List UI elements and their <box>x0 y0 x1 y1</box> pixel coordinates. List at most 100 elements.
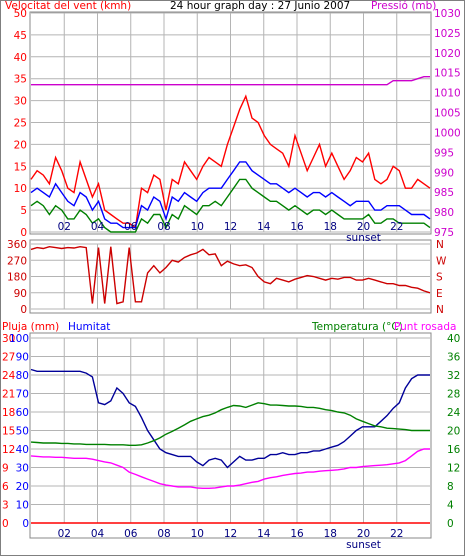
y-tick-label-pressure: 985 <box>434 187 454 199</box>
y-tick-label-wind: 0 <box>20 227 27 239</box>
y-tick-label-degrees: 360 <box>7 239 27 251</box>
y-tick-label-wind: 10 <box>14 183 27 195</box>
rain-header: Pluja (mm) <box>2 321 59 333</box>
series-line-temperatura-c- <box>30 402 430 446</box>
y-tick-label-pressure: 1015 <box>434 68 461 80</box>
x-tick-label: 16 <box>290 221 304 233</box>
x-tick-label: 02 <box>58 528 71 540</box>
x-tick-label: 12 <box>224 221 237 233</box>
y-tick-label-rain: 9 <box>2 463 9 475</box>
y-tick-label-rain: 0 <box>2 518 9 530</box>
y-tick-label-rain: 12 <box>2 444 15 456</box>
y-tick-label-temperature: 24 <box>447 407 461 419</box>
y-tick-label-temperature: 0 <box>447 518 454 530</box>
y-tick-label-wind: 25 <box>14 118 27 130</box>
series-line-min <box>30 178 431 233</box>
y-tick-label-compass: W <box>436 255 447 267</box>
y-tick-label-temperature: 36 <box>447 352 461 364</box>
y-tick-label-humidity: 40 <box>16 444 29 456</box>
temp-grid <box>31 337 430 524</box>
x-tick-label: 20 <box>357 528 370 540</box>
y-tick-label-pressure: 995 <box>434 147 454 159</box>
x-tick-label: 18 <box>324 528 337 540</box>
temp-series <box>30 368 430 524</box>
y-tick-label-wind: 35 <box>14 74 27 86</box>
y-tick-label-humidity: 0 <box>22 518 29 530</box>
y-tick-label-pressure: 975 <box>434 227 454 239</box>
series-line-gust <box>30 94 431 229</box>
y-tick-label-humidity: 90 <box>16 352 29 364</box>
x-tick-label: 22 <box>390 221 403 233</box>
y-tick-label-humidity: 10 <box>16 500 29 512</box>
y-tick-label-compass: E <box>436 288 443 300</box>
y-tick-label-compass: S <box>436 272 443 284</box>
x-tick-label: 10 <box>191 221 204 233</box>
temperature-header: Temperatura (°C) <box>311 321 403 333</box>
y-tick-label-degrees: 270 <box>7 255 27 267</box>
x-tick-label: 16 <box>290 528 304 540</box>
date-header: 24 hour graph day : 27 Junio 2007 <box>170 0 350 12</box>
y-tick-label-pressure: 1025 <box>434 28 461 40</box>
y-tick-label-degrees: 180 <box>7 272 27 284</box>
y-tick-label-pressure: 980 <box>434 207 454 219</box>
series-line-humitat <box>30 368 430 469</box>
y-tick-label-wind: 45 <box>14 30 27 42</box>
x-tick-label: 04 <box>91 528 105 540</box>
y-tick-label-temperature: 16 <box>447 444 461 456</box>
y-tick-label-temperature: 20 <box>447 426 460 438</box>
sunset-label: sunset <box>346 539 381 551</box>
y-tick-label-wind: 20 <box>14 139 27 151</box>
y-tick-label-temperature: 28 <box>447 389 460 401</box>
series-line-average <box>30 161 431 229</box>
wind-grid <box>31 12 430 233</box>
wind-header: Velocitat del vent (kmh) <box>5 0 131 12</box>
x-tick-label: 18 <box>324 221 337 233</box>
y-tick-label-wind: 15 <box>14 161 27 173</box>
y-tick-label-humidity: 80 <box>16 370 29 382</box>
y-tick-label-wind: 40 <box>14 52 27 64</box>
y-tick-label-compass: N <box>436 239 444 251</box>
y-tick-label-rain: 27 <box>2 352 15 364</box>
y-tick-label-rain: 18 <box>2 407 15 419</box>
x-tick-label: 12 <box>224 528 237 540</box>
series-line-punt-rosada <box>30 448 430 489</box>
wind-series <box>30 76 431 233</box>
y-tick-label-temperature: 40 <box>447 333 460 345</box>
y-tick-label-wind: 50 <box>14 8 27 20</box>
humidity-header: Humitat <box>68 321 110 333</box>
x-tick-label: 22 <box>390 528 403 540</box>
y-tick-label-rain: 6 <box>2 481 9 493</box>
x-tick-label: 06 <box>124 221 138 233</box>
y-tick-label-wind: 5 <box>20 205 27 217</box>
dewpoint-header: Punt rosada <box>394 321 456 333</box>
y-tick-label-degrees: 90 <box>14 288 27 300</box>
y-tick-label-humidity: 60 <box>16 407 29 419</box>
y-tick-label-pressure: 990 <box>434 167 454 179</box>
y-tick-label-wind: 30 <box>14 96 27 108</box>
y-tick-label-temperature: 32 <box>447 370 460 382</box>
y-tick-label-rain: 30 <box>2 333 15 345</box>
series-line-wind-direction <box>30 245 431 305</box>
pressure-header: Pressió (mb) <box>371 0 436 12</box>
x-tick-label: 08 <box>157 221 170 233</box>
y-tick-label-pressure: 1005 <box>434 108 461 120</box>
y-tick-label-pressure: 1020 <box>434 48 461 60</box>
x-tick-label: 10 <box>191 528 204 540</box>
y-tick-label-humidity: 50 <box>16 426 29 438</box>
y-tick-label-pressure: 1010 <box>434 88 461 100</box>
series-line-pressure <box>31 76 430 86</box>
x-tick-label: 02 <box>58 221 71 233</box>
y-tick-label-rain: 21 <box>2 389 15 401</box>
y-tick-label-rain: 3 <box>2 500 9 512</box>
y-tick-label-humidity: 100 <box>9 333 29 345</box>
x-tick-label: 14 <box>257 528 271 540</box>
y-tick-label-compass: N <box>436 304 444 316</box>
y-tick-label-humidity: 70 <box>16 389 29 401</box>
y-tick-label-humidity: 30 <box>16 463 29 475</box>
x-tick-label: 14 <box>257 221 271 233</box>
x-tick-label: 04 <box>91 221 105 233</box>
